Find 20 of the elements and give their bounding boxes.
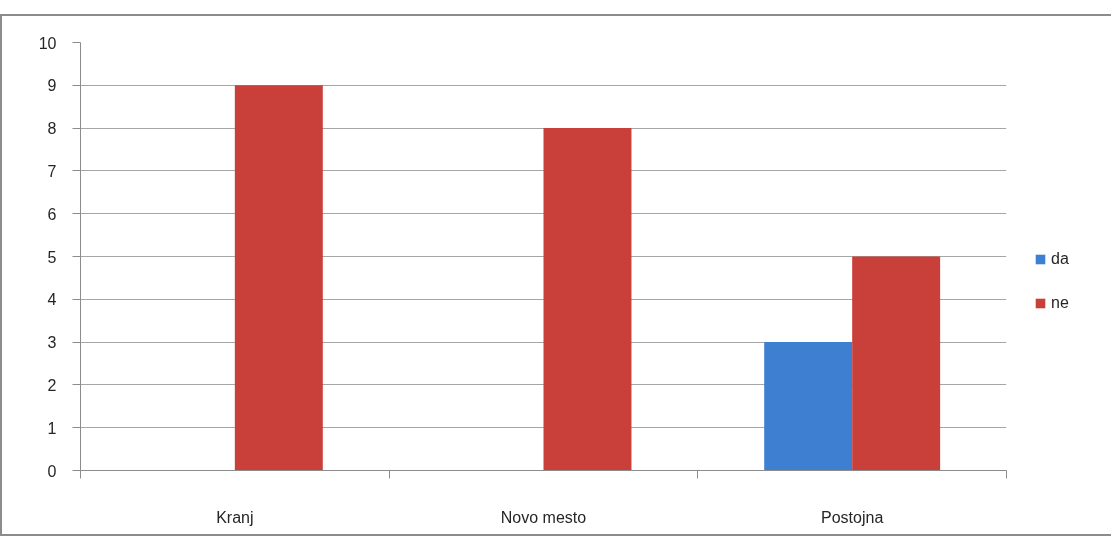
y-tick-label: 2 (47, 376, 57, 394)
y-tick-label: 3 (47, 334, 57, 352)
legend-label: da (1051, 250, 1070, 268)
bar (852, 256, 941, 471)
legend-label: ne (1051, 294, 1070, 312)
y-tick-label: 5 (47, 248, 57, 266)
x-tick-label: Novo mesto (500, 508, 587, 526)
bar (764, 342, 853, 471)
x-tick-label: Postojna (821, 508, 884, 526)
x-tick-label: Kranj (216, 508, 254, 526)
y-tick-label: 1 (47, 419, 57, 437)
y-tick-label: 0 (47, 462, 57, 480)
y-tick-label: 10 (38, 34, 57, 52)
bar (543, 128, 632, 471)
y-tick-label: 9 (47, 77, 57, 95)
y-tick-label: 8 (47, 120, 57, 138)
y-tick-label: 6 (47, 205, 57, 223)
y-tick-label: 7 (47, 162, 57, 180)
bar (234, 85, 323, 471)
y-tick-label: 4 (47, 291, 57, 309)
